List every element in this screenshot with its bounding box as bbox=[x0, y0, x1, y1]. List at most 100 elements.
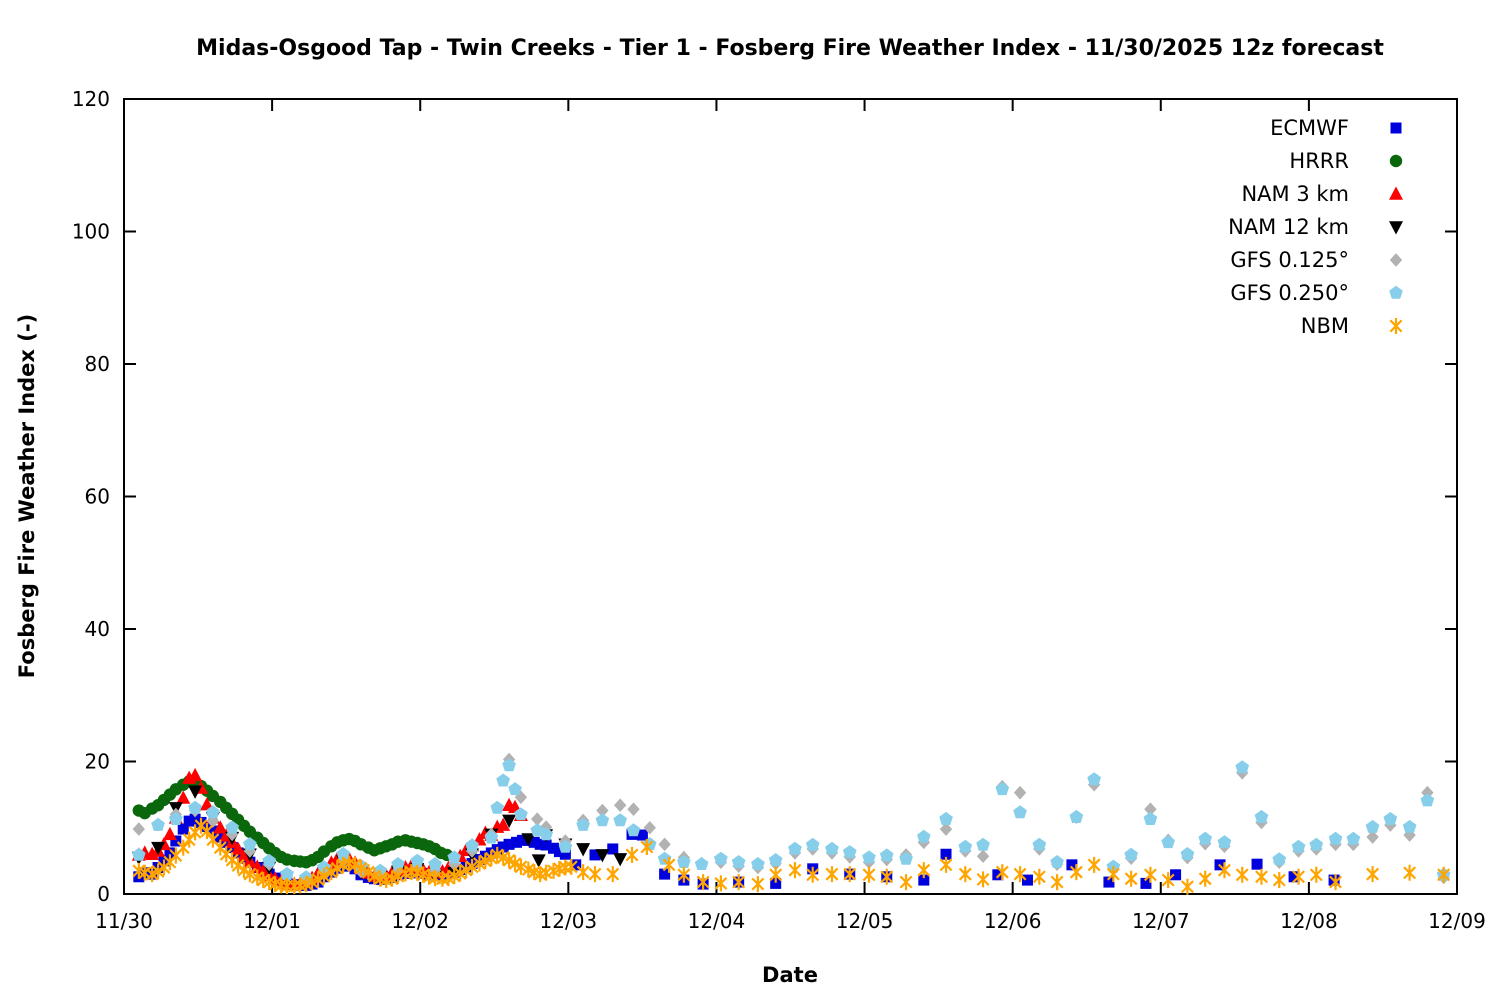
y-tick-label: 60 bbox=[85, 485, 110, 509]
point-gfs-0-250 bbox=[514, 807, 528, 821]
x-tick-label: 12/07 bbox=[1132, 909, 1190, 933]
point-gfs-0-125 bbox=[596, 803, 609, 818]
y-tick-label: 20 bbox=[85, 750, 110, 774]
point-nbm bbox=[843, 866, 857, 883]
point-gfs-0-250 bbox=[410, 853, 425, 867]
x-tick-label: 12/05 bbox=[836, 909, 894, 933]
point-gfs-0-250 bbox=[206, 805, 220, 819]
point-ecmwf bbox=[214, 831, 226, 843]
point-nbm bbox=[484, 850, 498, 867]
point-gfs-0-125 bbox=[613, 798, 627, 813]
point-nam-3-km bbox=[236, 848, 251, 862]
point-gfs-0-250 bbox=[1143, 811, 1158, 825]
point-gfs-0-250 bbox=[1365, 819, 1380, 833]
y-tick-label: 0 bbox=[97, 882, 110, 906]
y-tick-label: 120 bbox=[72, 87, 110, 111]
point-ecmwf bbox=[992, 869, 1004, 881]
point-gfs-0-250 bbox=[496, 773, 510, 787]
point-gfs-0-125 bbox=[658, 837, 671, 852]
y-tick-label: 80 bbox=[85, 352, 110, 376]
point-gfs-0-125 bbox=[627, 802, 640, 816]
point-gfs-0-250 bbox=[280, 866, 294, 880]
point-nbm bbox=[502, 852, 516, 869]
point-nbm bbox=[176, 839, 190, 856]
point-gfs-0-250 bbox=[1346, 831, 1361, 845]
point-gfs-0-250 bbox=[188, 800, 202, 814]
point-ecmwf bbox=[570, 859, 582, 871]
point-gfs-0-250 bbox=[447, 850, 462, 864]
point-ecmwf bbox=[528, 836, 540, 848]
point-ecmwf bbox=[559, 848, 571, 860]
point-nbm bbox=[788, 862, 802, 879]
point-nbm bbox=[939, 856, 953, 873]
point-nbm bbox=[508, 855, 522, 872]
point-nbm bbox=[899, 874, 913, 891]
point-nam-3-km bbox=[213, 820, 228, 834]
point-gfs-0-250 bbox=[151, 817, 165, 831]
legend-marker-gfs-0-250 bbox=[1389, 285, 1403, 299]
x-tick-label: 12/03 bbox=[540, 909, 598, 933]
point-nbm bbox=[317, 868, 331, 885]
legend-label-hrrr: HRRR bbox=[1289, 149, 1349, 173]
point-gfs-0-250 bbox=[842, 845, 857, 859]
point-ecmwf bbox=[940, 848, 952, 860]
point-gfs-0-250 bbox=[958, 839, 973, 853]
point-nbm bbox=[1437, 866, 1451, 883]
point-gfs-0-250 bbox=[558, 839, 573, 853]
point-nbm bbox=[1309, 866, 1323, 883]
x-tick-label: 12/04 bbox=[688, 909, 746, 933]
point-ecmwf bbox=[1066, 859, 1078, 871]
point-gfs-0-250 bbox=[1180, 847, 1195, 861]
point-nbm bbox=[1069, 864, 1083, 881]
plot-frame: 11/30 12/01 12/02 12/03 12/04 12/05 12/06 12/07… bbox=[72, 87, 1486, 933]
point-nbm bbox=[459, 862, 473, 879]
point-gfs-0-250 bbox=[1124, 847, 1138, 861]
legend-label-gfs-0-125: GFS 0.125° bbox=[1230, 248, 1349, 272]
point-nbm bbox=[564, 858, 578, 875]
point-gfs-0-250 bbox=[976, 837, 990, 851]
point-ecmwf bbox=[659, 868, 671, 880]
legend-entry-gfs-0-125: GFS 0.125° bbox=[1230, 248, 1403, 272]
point-gfs-0-250 bbox=[714, 851, 728, 865]
point-gfs-0-250 bbox=[317, 860, 331, 874]
point-gfs-0-250 bbox=[225, 820, 239, 834]
point-nbm bbox=[1106, 866, 1120, 883]
point-nbm bbox=[1218, 862, 1231, 879]
legend-entry-nam-3-km: NAM 3 km bbox=[1241, 182, 1403, 206]
point-gfs-0-250 bbox=[1013, 805, 1027, 819]
x-tick-label: 12/01 bbox=[243, 909, 301, 933]
legend-marker-nam-12-km bbox=[1389, 221, 1403, 235]
point-nbm bbox=[732, 874, 746, 891]
point-gfs-0-250 bbox=[626, 823, 641, 837]
point-nbm bbox=[976, 871, 990, 888]
point-gfs-0-250 bbox=[336, 847, 351, 861]
point-gfs-0-250 bbox=[169, 811, 183, 825]
series-hrrr bbox=[132, 775, 454, 869]
legend-entry-nam-12-km: NAM 12 km bbox=[1228, 215, 1403, 239]
point-nbm bbox=[1161, 872, 1175, 889]
legend-marker-hrrr bbox=[1389, 154, 1403, 168]
point-nbm bbox=[917, 862, 931, 879]
point-nbm bbox=[606, 866, 620, 883]
point-nbm bbox=[1255, 868, 1268, 885]
point-gfs-0-250 bbox=[1198, 831, 1213, 845]
point-ecmwf bbox=[1288, 871, 1300, 883]
point-nam-3-km bbox=[199, 797, 214, 811]
point-gfs-0-250 bbox=[917, 829, 931, 843]
point-ecmwf bbox=[534, 838, 546, 850]
point-nbm bbox=[1180, 878, 1194, 895]
point-nam-12-km bbox=[576, 843, 591, 857]
data-points-layer bbox=[131, 752, 1451, 895]
point-gfs-0-250 bbox=[1420, 793, 1435, 807]
point-gfs-0-250 bbox=[899, 851, 913, 865]
point-nbm bbox=[825, 866, 839, 883]
legend-label-nam-12-km: NAM 12 km bbox=[1228, 215, 1349, 239]
point-nam-3-km bbox=[176, 790, 191, 804]
point-nbm bbox=[995, 864, 1009, 881]
point-gfs-0-250 bbox=[677, 855, 691, 868]
point-nam-12-km bbox=[151, 841, 166, 856]
point-gfs-0-250 bbox=[1272, 852, 1287, 866]
point-ecmwf bbox=[497, 841, 509, 853]
point-nbm bbox=[714, 875, 728, 892]
point-gfs-0-125 bbox=[1144, 802, 1157, 816]
